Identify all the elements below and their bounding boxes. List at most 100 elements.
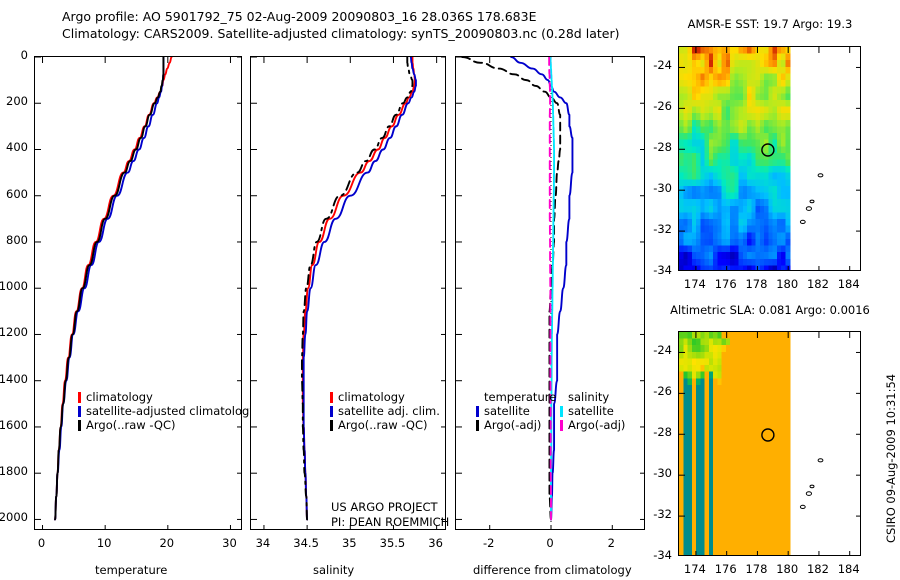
y-tick-label: 0 (20, 48, 28, 62)
color-swatch-salinity-argo (560, 419, 563, 431)
sst-map-title: AMSR-E SST: 19.7 Argo: 19.3 (687, 17, 853, 31)
difference-legend-temperature: temperature satellite Argo(-adj) (476, 390, 556, 432)
legend-header-row: temperature (476, 390, 556, 404)
y-tick-label: 1400 (0, 371, 28, 386)
legend-label: climatology (86, 390, 153, 404)
color-swatch-argo (330, 419, 333, 431)
color-swatch-satellite (476, 405, 479, 417)
legend-item: satellite (476, 404, 556, 418)
y-tick-label: 800 (6, 232, 28, 247)
legend-item: satellite-adjusted climatology (78, 404, 256, 418)
x-tick-label: 20 (159, 536, 175, 550)
y-tick-label: -24 (653, 58, 672, 73)
temperature-curves (35, 57, 241, 529)
color-swatch-argo (476, 419, 479, 431)
legend-label: Argo(..raw -QC) (86, 418, 176, 432)
y-tick-label: 1800 (0, 464, 28, 479)
x-tick-label: 176 (714, 562, 737, 576)
pi-label: PI: DEAN ROEMMICH (331, 515, 450, 529)
x-tick-label: 35.5 (379, 536, 406, 550)
color-swatch-climatology (330, 391, 333, 403)
us-argo-project-label: US ARGO PROJECT (331, 500, 438, 514)
x-tick-label: 180 (776, 277, 799, 291)
salinity-legend: climatology satellite adj. clim. Argo(..… (330, 390, 440, 432)
x-tick-label: 178 (745, 562, 768, 576)
legend-header-row: salinity (560, 390, 625, 404)
x-tick-label: 35 (341, 536, 357, 550)
legend-label: satellite (484, 404, 530, 418)
temperature-axis-label: temperature (95, 563, 168, 577)
x-tick-label: 174 (683, 562, 706, 576)
y-tick-label: 1200 (0, 325, 28, 340)
legend-item: Argo(-adj) (560, 418, 625, 432)
spacer (476, 392, 479, 403)
difference-legend-salinity: salinity satellite Argo(-adj) (560, 390, 625, 432)
temperature-legend: climatology satellite-adjusted climatolo… (78, 390, 256, 432)
x-tick-label: 182 (806, 562, 829, 576)
x-tick-label: 36 (428, 536, 443, 550)
salinity-axis-label: salinity (313, 563, 355, 577)
y-tick-label: 1000 (0, 279, 28, 294)
sla-field (679, 332, 860, 555)
legend-label: climatology (338, 390, 405, 404)
sst-map-panel (678, 46, 861, 271)
y-tick-label: -30 (653, 466, 672, 481)
y-tick-label: -28 (653, 140, 672, 155)
x-tick-label: 30 (222, 536, 237, 550)
x-tick-label: 2 (607, 536, 615, 550)
sla-map-title: Altimetric SLA: 0.081 Argo: 0.0016 (670, 303, 870, 317)
x-tick-label: 184 (837, 277, 860, 291)
legend-label: satellite (568, 404, 614, 418)
x-tick-label: 10 (96, 536, 112, 550)
legend-label: satellite-adjusted climatology (86, 404, 257, 418)
y-tick-label: -32 (653, 222, 672, 237)
legend-item: climatology (78, 390, 256, 404)
color-swatch-satellite (78, 405, 81, 417)
plot-title-line2: Climatology: CARS2009. Satellite-adjuste… (62, 26, 620, 41)
legend-item: Argo(-adj) (476, 418, 556, 432)
y-tick-label: -30 (653, 181, 672, 196)
sla-map-panel (678, 331, 861, 556)
y-tick-label: -26 (653, 99, 672, 114)
color-swatch-salinity-satellite (560, 405, 563, 417)
salinity-profile-panel (250, 56, 446, 530)
y-tick-label: 200 (6, 94, 28, 109)
color-swatch-climatology (78, 391, 81, 403)
x-tick-label: 0 (37, 536, 46, 550)
x-tick-label: -2 (482, 536, 495, 550)
legend-label: Argo(..raw -QC) (338, 418, 428, 432)
y-tick-label: -28 (653, 425, 672, 440)
y-tick-label: 1600 (0, 417, 28, 432)
y-tick-label: 2000 (0, 510, 28, 525)
x-tick-label: 34 (255, 536, 271, 550)
y-tick-label: 600 (6, 186, 28, 201)
legend-header: temperature (484, 390, 557, 404)
color-swatch-argo (78, 419, 81, 431)
y-tick-label: -26 (653, 384, 672, 399)
temperature-profile-panel (34, 56, 242, 530)
y-tick-label: -34 (653, 548, 672, 562)
x-tick-label: 176 (714, 277, 737, 291)
legend-item: satellite adj. clim. (330, 404, 440, 418)
y-tick-label: -34 (653, 263, 672, 277)
difference-curves (456, 57, 644, 529)
difference-axis-label: difference from climatology (473, 563, 632, 577)
y-tick-label: 400 (6, 140, 28, 155)
legend-item: satellite (560, 404, 625, 418)
sst-field (679, 47, 860, 270)
legend-item: climatology (330, 390, 440, 404)
x-tick-label: 34.5 (293, 536, 319, 550)
difference-profile-panel (455, 56, 645, 530)
x-tick-label: 0 (546, 536, 554, 550)
x-tick-label: 182 (806, 277, 829, 291)
x-tick-label: 178 (745, 277, 768, 291)
x-tick-label: 180 (776, 562, 799, 576)
y-tick-label: -24 (653, 343, 672, 358)
legend-label: Argo(-adj) (568, 418, 626, 432)
csiro-timestamp: CSIRO 09-Aug-2009 10:31:54 (884, 373, 898, 543)
legend-label: satellite adj. clim. (338, 404, 440, 418)
x-tick-label: 184 (837, 562, 860, 576)
legend-header: salinity (568, 390, 610, 404)
y-tick-label: -32 (653, 507, 672, 522)
legend-item: Argo(..raw -QC) (78, 418, 256, 432)
